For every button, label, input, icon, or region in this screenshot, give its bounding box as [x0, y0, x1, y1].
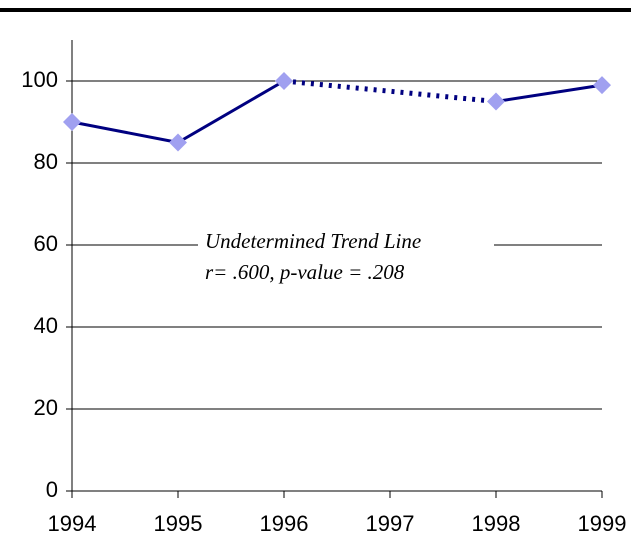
line-segment [177, 79, 285, 144]
x-tick-label: 1995 [154, 511, 203, 536]
marker [169, 133, 187, 152]
marker [275, 72, 293, 90]
y-tick-label: 60 [34, 231, 58, 256]
y-tick-label: 40 [34, 313, 58, 338]
marker [63, 113, 81, 131]
line-segment [495, 83, 603, 103]
y-tick-label: 80 [34, 149, 58, 174]
x-tick-label: 1998 [472, 511, 521, 536]
line-segment [71, 120, 179, 144]
x-tick-label: 1996 [260, 511, 309, 536]
annotation-bg [198, 229, 494, 259]
line-segment [283, 78, 497, 104]
x-tick-label: 1994 [48, 511, 97, 536]
annotation: Undetermined Trend Line [205, 229, 421, 253]
y-tick-label: 20 [34, 395, 58, 420]
marker [593, 76, 611, 95]
x-tick-label: 1999 [578, 511, 627, 536]
x-tick-label: 1997 [366, 511, 415, 536]
y-tick-label: 100 [21, 67, 58, 92]
top-rule [0, 8, 631, 12]
y-tick-label: 0 [46, 477, 58, 502]
annotation: r= .600, p-value = .208 [205, 260, 405, 284]
marker [487, 92, 505, 111]
